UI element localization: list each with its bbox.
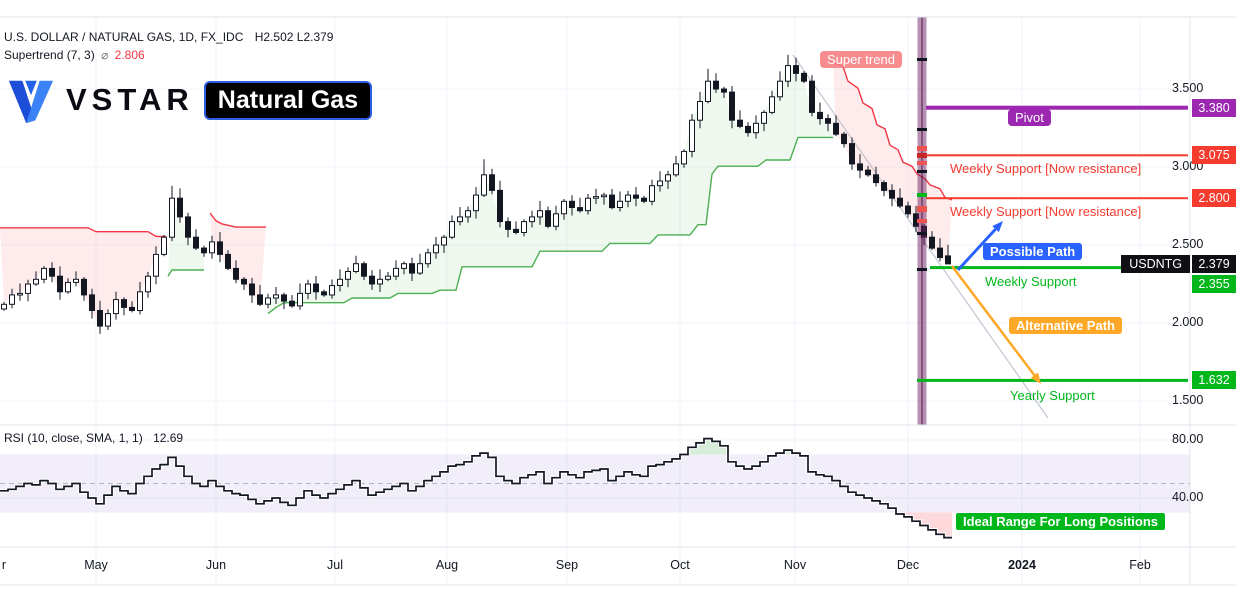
rsi-title: RSI (10, close, SMA, 1, 1): [4, 431, 143, 445]
price-tick-label: 40.00: [1172, 490, 1204, 504]
yearly-support-label[interactable]: Yearly Support: [1010, 388, 1095, 403]
candles-layer: [1, 54, 951, 334]
super-trend-label[interactable]: Super trend: [820, 51, 902, 68]
rsi-indicator: [0, 436, 1190, 540]
symbol-legend[interactable]: U.S. DOLLAR / NATURAL GAS, 1D, FX_IDC H2…: [4, 30, 333, 44]
time-tick-label: Jul: [327, 558, 343, 572]
level-price-badge: 2.355: [1192, 275, 1236, 293]
pivot-label[interactable]: Pivot: [1008, 109, 1051, 126]
time-tick-label: Aug: [435, 558, 459, 572]
yearly-support-line: [917, 378, 1188, 382]
price-badge-value: 1.632: [1192, 371, 1236, 389]
weekly-resistance-1-line: [926, 154, 1188, 157]
weekly-resistance-label-1[interactable]: Weekly Support [Now resistance]: [950, 161, 1142, 176]
symbol-ticker-badge: USDNTG: [1121, 255, 1190, 273]
vstar-brand-text: VSTAR: [66, 82, 194, 117]
weekly-support-label[interactable]: Weekly Support: [985, 274, 1077, 289]
weekly-support-line: [930, 266, 1188, 270]
price-badge-value: 3.075: [1192, 146, 1236, 164]
vertical-date-line[interactable]: [917, 17, 927, 425]
time-tick-label: May: [84, 558, 108, 572]
price-badge-value: 2.355: [1192, 275, 1236, 293]
time-tick-label: Sep: [555, 558, 579, 572]
time-tick-label: Oct: [670, 558, 690, 572]
time-tick-label: Jun: [205, 558, 227, 572]
price-badge-value: 2.379: [1192, 255, 1236, 273]
price-tick-label: 1.500: [1172, 393, 1204, 407]
support-resistance-lines[interactable]: [917, 105, 1188, 382]
vstar-logo: VSTAR Natural Gas: [6, 74, 373, 126]
price-axis[interactable]: 3.500 3.000 2.500 2.000 1.500 80.00 40.00 3.380…: [1121, 17, 1236, 585]
rsi-legend[interactable]: RSI (10, close, SMA, 1, 1) 12.69: [4, 431, 183, 445]
indicator-value: 2.806: [114, 48, 145, 62]
pivot-line: [926, 105, 1188, 110]
price-tick-label: 2.000: [1172, 315, 1204, 329]
possible-path-label[interactable]: Possible Path: [983, 243, 1083, 260]
level-price-badge: 3.075: [1192, 146, 1236, 164]
price-tick-label: 2.500: [1172, 237, 1204, 251]
level-price-badge: 1.632: [1192, 371, 1236, 389]
diameter-icon: ⌀: [101, 48, 109, 62]
level-price-badge: 3.380: [1192, 99, 1236, 117]
possible-path-arrow[interactable]: [956, 221, 1003, 272]
indicator-legend[interactable]: Supertrend (7, 3) ⌀ 2.806: [4, 48, 145, 62]
ideal-range-label[interactable]: Ideal Range For Long Positions: [956, 513, 1166, 530]
time-tick-label: 2024: [1008, 558, 1036, 572]
price-tick-label: 80.00: [1172, 432, 1204, 446]
current-price-badge: USDNTG 2.379: [1121, 255, 1236, 273]
rsi-value: 12.69: [153, 431, 184, 445]
price-badge-value: 2.800: [1192, 189, 1236, 207]
time-tick-label: Nov: [783, 558, 807, 572]
time-tick-label: Feb: [1129, 558, 1151, 572]
weekly-resistance-2-line: [926, 197, 1188, 200]
time-axis[interactable]: r May Jun Jul Aug Sep Oct Nov Dec 2024 Feb: [0, 547, 1236, 585]
level-price-badge: 2.800: [1192, 189, 1236, 207]
price-tick-label: 3.500: [1172, 81, 1204, 95]
alternative-path-arrow[interactable]: [951, 265, 1041, 384]
indicator-title: Supertrend (7, 3): [4, 48, 95, 62]
price-badge-value: 3.380: [1192, 99, 1236, 117]
product-tag: Natural Gas: [203, 80, 373, 120]
vstar-logo-icon: [8, 80, 54, 124]
symbol-title: U.S. DOLLAR / NATURAL GAS, 1D, FX_IDC: [4, 30, 244, 44]
time-tick-label: Dec: [896, 558, 920, 572]
symbol-hl-values: H2.502 L2.379: [254, 30, 334, 44]
time-tick-label: r: [1, 558, 7, 572]
pane-borders: [0, 16, 1236, 586]
alternative-path-label[interactable]: Alternative Path: [1009, 317, 1122, 334]
weekly-resistance-label-2[interactable]: Weekly Support [Now resistance]: [950, 204, 1142, 219]
